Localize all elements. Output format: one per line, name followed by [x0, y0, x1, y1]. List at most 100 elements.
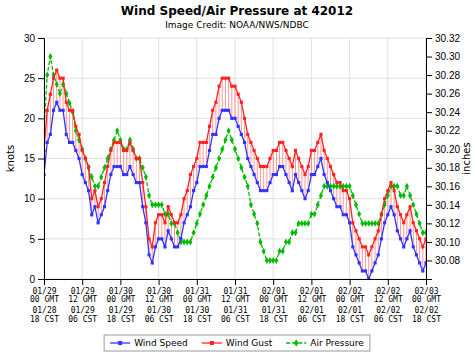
series-marker: [233, 117, 236, 120]
series-marker: [182, 221, 185, 224]
x-tick-label-line: 01/31: [262, 306, 286, 315]
range-line: [263, 167, 264, 191]
series-marker: [409, 205, 412, 208]
series-marker: [109, 173, 112, 176]
series-marker: [195, 220, 199, 227]
series-marker: [411, 201, 415, 208]
x-tick-label-line: 02/01: [300, 306, 324, 315]
series-marker: [173, 221, 176, 224]
x-tick-label-line: 18 CST: [183, 315, 212, 324]
series-marker: [189, 205, 192, 208]
range-line: [187, 191, 188, 215]
series-marker: [119, 165, 122, 168]
series-marker: [99, 174, 103, 181]
series-marker: [58, 77, 61, 80]
series-marker: [316, 201, 320, 208]
series-marker: [310, 149, 313, 152]
series-marker: [109, 149, 112, 152]
series-marker: [205, 141, 208, 144]
x-tick-label-line: 01/28: [32, 306, 56, 315]
series-marker: [49, 133, 52, 136]
series-marker: [303, 197, 306, 200]
series-marker: [144, 205, 147, 208]
series-marker: [103, 181, 106, 184]
x-tick-label-line: 01/29: [71, 306, 95, 315]
series-marker: [335, 181, 338, 184]
series-marker: [192, 229, 196, 236]
series-marker: [227, 127, 231, 134]
x-tick-label-line: 02/02: [338, 287, 362, 296]
series-marker: [246, 133, 249, 136]
series-marker: [138, 181, 141, 184]
series-marker: [208, 183, 212, 190]
series-marker: [176, 221, 179, 224]
marks: [44, 53, 426, 279]
series-marker: [141, 205, 144, 208]
x-tick-label-line: 18 CST: [412, 315, 441, 324]
grid-line-x: [235, 38, 236, 279]
series-marker: [386, 213, 389, 216]
range-line: [314, 150, 315, 174]
series-marker: [103, 205, 106, 208]
series-marker: [361, 245, 364, 248]
y-tick-mark: [38, 239, 44, 240]
series-marker: [319, 192, 323, 199]
series-marker: [275, 149, 278, 152]
series-marker: [415, 253, 418, 256]
series-marker: [332, 173, 335, 176]
y2-tick-mark: [426, 260, 432, 261]
series-marker: [236, 155, 240, 162]
series-marker: [204, 192, 208, 199]
x-tick: 01/2900 GMT01/2818 CST: [30, 279, 59, 324]
x-tick-label: 02/0212 GMT02/0206 CST: [374, 287, 403, 324]
series-marker: [307, 189, 310, 192]
series-marker: [383, 197, 386, 200]
series-marker: [300, 189, 303, 192]
series-marker: [93, 205, 96, 208]
range-line: [406, 215, 407, 239]
range-line: [238, 94, 239, 126]
range-line: [117, 142, 118, 166]
series-marker: [128, 165, 131, 168]
series-marker: [214, 133, 217, 136]
range-line: [362, 247, 363, 271]
series-marker: [214, 101, 217, 104]
grid-line-x: [387, 38, 388, 279]
series-marker: [243, 141, 246, 144]
range-line: [276, 150, 277, 174]
series-marker: [354, 253, 357, 256]
x-tick-label-line: 12 GMT: [68, 295, 97, 304]
series-marker: [221, 77, 224, 80]
series-marker: [55, 101, 58, 104]
series-marker: [128, 136, 132, 143]
x-tick-label-line: 12 GMT: [145, 295, 174, 304]
series-marker: [412, 245, 415, 248]
series-marker: [122, 149, 125, 152]
series-marker: [80, 146, 84, 153]
series-marker: [167, 229, 170, 232]
x-tick-label-line: 06 CST: [221, 315, 250, 324]
x-tick-mark: [159, 279, 160, 285]
y2-tick-label: 30.32: [435, 33, 460, 44]
series-marker: [52, 109, 55, 112]
series-marker: [380, 213, 383, 216]
series-marker: [233, 85, 236, 88]
x-tick-label-line: 01/29: [71, 287, 95, 296]
series-marker: [249, 165, 252, 168]
x-axis: 01/2900 GMT01/2818 CST01/2912 GMT01/2906…: [30, 279, 441, 324]
series-marker: [326, 157, 329, 160]
series-marker: [297, 181, 300, 184]
range-line: [371, 247, 372, 271]
series-marker: [227, 77, 230, 80]
series-marker: [125, 173, 128, 176]
series-marker: [418, 237, 421, 240]
range-line: [85, 159, 86, 183]
y2-tick-label: 30.18: [435, 162, 460, 173]
series-marker: [377, 229, 380, 232]
series-marker: [84, 157, 87, 160]
series-marker: [208, 125, 211, 128]
x-tick: 01/3012 GMT01/3006 CST: [145, 279, 174, 324]
series-marker: [402, 221, 405, 224]
series-marker: [46, 141, 49, 144]
y-tick: 20: [24, 113, 44, 124]
